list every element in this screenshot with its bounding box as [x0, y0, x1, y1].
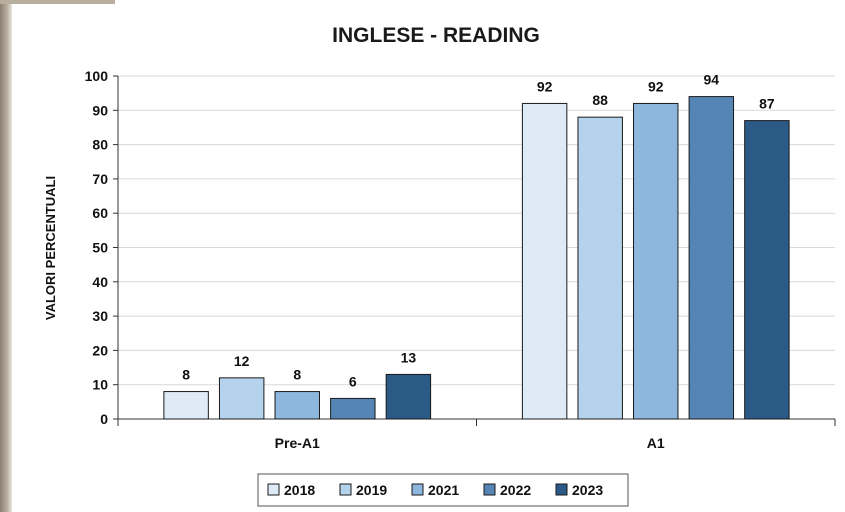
y-tick-label: 70 — [92, 171, 108, 187]
bar-2019-A1 — [577, 116, 623, 420]
bar-2021-Pre-A1 — [274, 391, 320, 420]
x-category-label: A1 — [647, 435, 665, 451]
bar-2022-A1 — [688, 96, 735, 420]
legend: 2018 2019 2021 2022 2023 — [257, 473, 629, 507]
y-tick-label: 100 — [85, 68, 109, 84]
y-tick-label: 40 — [92, 274, 108, 290]
bar-2023-Pre-A1 — [385, 373, 432, 420]
data-label: 8 — [182, 367, 190, 383]
bars — [163, 96, 790, 420]
y-tick-label: 90 — [92, 102, 108, 118]
chart-title: INGLESE - READING — [332, 24, 540, 47]
data-label: 6 — [349, 373, 357, 389]
y-tick-label: 30 — [92, 308, 108, 324]
data-label: 92 — [648, 78, 664, 94]
y-tick-label: 80 — [92, 137, 108, 153]
y-tick-label: 10 — [92, 377, 108, 393]
data-label: 8 — [293, 367, 301, 383]
legend-label-2022: 2022 — [500, 482, 531, 498]
x-category-label: Pre-A1 — [275, 435, 320, 451]
data-label: 88 — [592, 92, 608, 108]
bar-2021-A1 — [633, 102, 679, 420]
y-tick-label: 0 — [100, 411, 108, 427]
data-label: 94 — [704, 72, 720, 88]
legend-label-2018: 2018 — [284, 482, 315, 498]
legend-label-2021: 2021 — [428, 482, 459, 498]
background-edge — [0, 0, 12, 512]
data-label: 87 — [759, 96, 775, 112]
legend-label-2023: 2023 — [572, 482, 603, 498]
background-edge-top — [0, 0, 115, 4]
data-label: 92 — [537, 78, 553, 94]
legend-swatch-2022 — [483, 483, 496, 496]
legend-swatch-2023 — [555, 483, 568, 496]
bar-2018-A1 — [521, 102, 568, 420]
bar-2022-Pre-A1 — [330, 397, 376, 420]
y-tick-label: 60 — [92, 205, 108, 221]
legend-swatch-2021 — [411, 483, 424, 496]
legend-label-2019: 2019 — [356, 482, 387, 498]
data-label: 13 — [401, 349, 417, 365]
legend-swatch-2018 — [267, 483, 280, 496]
bar-2023-A1 — [744, 120, 790, 420]
bar-2018-Pre-A1 — [163, 391, 209, 420]
data-labels: 8 12 8 6 13 92 88 92 94 87 — [182, 72, 775, 390]
y-tick-label: 50 — [92, 240, 108, 256]
y-axis-label: VALORI PERCENTUALI — [43, 176, 58, 320]
data-label: 12 — [234, 353, 250, 369]
bar-2019-Pre-A1 — [218, 377, 265, 420]
legend-swatch-2019 — [339, 483, 352, 496]
y-tick-label: 20 — [92, 342, 108, 358]
